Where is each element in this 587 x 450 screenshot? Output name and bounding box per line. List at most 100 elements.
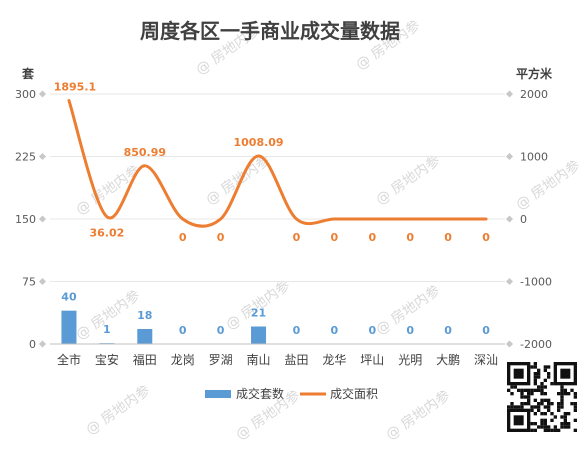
- qr-module: [533, 428, 537, 432]
- qr-module: [530, 405, 534, 409]
- qr-module: [550, 418, 554, 422]
- qr-module: [517, 405, 521, 409]
- qr-module: [573, 418, 577, 422]
- line-labels: 1895.1 36.02 850.99 0 0 1008.09 0 0 0 0 0 0: [54, 81, 490, 244]
- category-label: 罗湖: [209, 352, 233, 367]
- qr-module: [573, 408, 577, 412]
- qr-module: [560, 395, 564, 399]
- qr-module: [523, 402, 527, 406]
- qr-module: [537, 375, 541, 379]
- qr-module: [573, 402, 577, 406]
- qr-module: [530, 392, 534, 396]
- left-tick-label: 225: [15, 151, 36, 164]
- right-tick-label: -1000: [520, 276, 552, 289]
- qr-module: [547, 365, 551, 369]
- qr-module: [537, 402, 541, 406]
- bar-data-label: 0: [179, 324, 187, 337]
- qr-module: [560, 398, 564, 402]
- qr-module: [563, 388, 567, 392]
- qr-module: [553, 428, 557, 432]
- left-tick-label: 150: [15, 213, 36, 226]
- qr-module: [567, 392, 571, 396]
- qr-module: [543, 378, 547, 382]
- qr-module: [550, 428, 554, 432]
- right-tick-label: 1000: [520, 151, 548, 164]
- watermark-text: @ 房地内参: [203, 152, 274, 209]
- qr-module: [510, 402, 514, 406]
- qr-module: [527, 398, 531, 402]
- qr-module: [560, 392, 564, 396]
- bar-data-label: 0: [293, 324, 301, 337]
- qr-module: [560, 425, 564, 429]
- qr-module: [570, 388, 574, 392]
- qr-module: [530, 388, 534, 392]
- watermark-text: @ 房地内参: [513, 157, 584, 214]
- qr-finder-core: [513, 415, 524, 426]
- qr-module: [560, 405, 564, 409]
- qr-module: [533, 362, 537, 366]
- qr-module: [533, 372, 537, 376]
- qr-module: [540, 422, 544, 426]
- qr-module: [540, 402, 544, 406]
- qr-module: [543, 365, 547, 369]
- left-axis-unit: 套: [21, 66, 35, 81]
- line-data-label: 1008.09: [233, 136, 283, 149]
- left-tick-label: 300: [15, 88, 36, 101]
- qr-module: [543, 412, 547, 416]
- qr-module: [543, 398, 547, 402]
- qr-module: [507, 388, 511, 392]
- qr-module: [550, 382, 554, 386]
- bar: [137, 329, 153, 344]
- qr-module: [520, 405, 524, 409]
- qr-module: [563, 415, 567, 419]
- qr-module: [553, 415, 557, 419]
- qr-module: [543, 405, 547, 409]
- line-data-label: 850.99: [124, 146, 166, 159]
- qr-module: [527, 395, 531, 399]
- left-axis-ticks: 0 75 150 225 300: [15, 88, 47, 351]
- qr-module: [570, 402, 574, 406]
- line-data-label: 0: [368, 231, 376, 244]
- right-tick-label: 2000: [520, 88, 548, 101]
- qr-module: [533, 422, 537, 426]
- qr-module: [543, 368, 547, 372]
- qr-module: [540, 398, 544, 402]
- qr-module: [540, 392, 544, 396]
- qr-module: [510, 405, 514, 409]
- right-tick-marker: [505, 152, 514, 161]
- bar-data-label: 40: [61, 291, 77, 304]
- category-label: 全市: [57, 352, 81, 367]
- line-data-label: 0: [179, 231, 187, 244]
- qr-module: [557, 392, 561, 396]
- qr-module: [540, 382, 544, 386]
- left-tick-marker: [38, 215, 47, 223]
- category-label: 福田: [133, 352, 157, 367]
- qr-module: [523, 395, 527, 399]
- right-tick-marker: [505, 340, 514, 348]
- qr-module: [563, 392, 567, 396]
- qr-finder-core: [513, 368, 524, 379]
- legend-swatch-bar: [205, 390, 231, 398]
- category-label: 深汕: [474, 353, 498, 367]
- qr-module: [537, 405, 541, 409]
- line-data-label: 0: [217, 231, 225, 244]
- qr-module: [563, 412, 567, 416]
- qr-module: [510, 392, 514, 396]
- qr-module: [537, 385, 541, 389]
- category-label: 盐田: [284, 353, 308, 367]
- qr-module: [540, 385, 544, 389]
- qr-module: [560, 385, 564, 389]
- qr-module: [547, 398, 551, 402]
- watermark-text: @ 房地内参: [383, 387, 454, 444]
- qr-module: [567, 412, 571, 416]
- qr-module: [520, 395, 524, 399]
- right-tick-marker: [505, 215, 514, 223]
- qr-module: [533, 378, 537, 382]
- qr-module: [533, 405, 537, 409]
- qr-module: [563, 425, 567, 429]
- qr-module: [567, 422, 571, 426]
- category-label: 龙华: [322, 353, 346, 367]
- qr-module: [530, 365, 534, 369]
